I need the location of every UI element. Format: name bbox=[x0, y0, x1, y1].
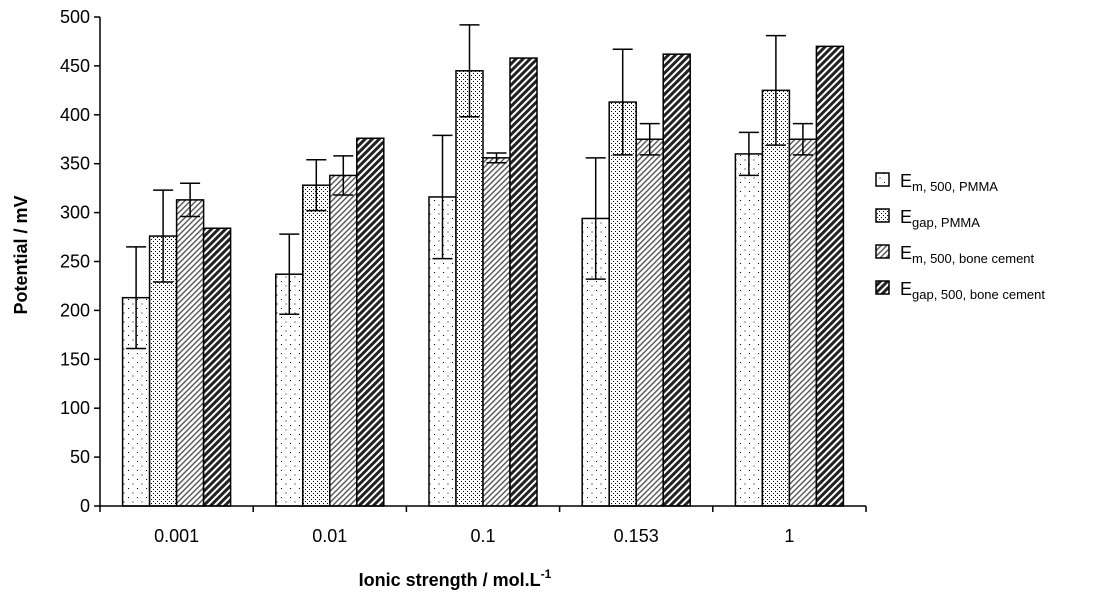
y-tick-label: 350 bbox=[60, 154, 90, 174]
legend-label-main: E bbox=[900, 171, 912, 191]
y-tick-label: 150 bbox=[60, 349, 90, 369]
error-bars-group bbox=[126, 24, 813, 350]
bar bbox=[662, 53, 691, 507]
y-ticks-group: 0 50 100 150 200 250 300 350 400 450 500 bbox=[60, 7, 100, 516]
x-tick-label: 0.01 bbox=[312, 526, 347, 546]
legend-label-main: E bbox=[900, 207, 912, 227]
y-tick-label: 200 bbox=[60, 300, 90, 320]
y-tick-label: 450 bbox=[60, 56, 90, 76]
bar bbox=[202, 227, 232, 507]
bar bbox=[608, 101, 637, 507]
legend-swatch bbox=[875, 280, 890, 295]
bar bbox=[509, 57, 538, 507]
bar bbox=[815, 45, 845, 507]
y-tick-label: 300 bbox=[60, 203, 90, 223]
x-tick-label: 0.1 bbox=[470, 526, 495, 546]
x-tick-label: 1 bbox=[784, 526, 794, 546]
legend-label-subscript: gap, PMMA bbox=[912, 215, 980, 230]
x-axis-title-superscript: -1 bbox=[541, 567, 552, 581]
bar bbox=[635, 138, 664, 507]
bar bbox=[329, 174, 358, 507]
legend-label-main: E bbox=[900, 279, 912, 299]
bar bbox=[482, 157, 511, 507]
legend-label-subscript: gap, 500, bone cement bbox=[912, 287, 1045, 302]
bar bbox=[761, 89, 791, 507]
legend-entry-label: Em, 500, PMMA bbox=[900, 171, 998, 194]
legend-swatch bbox=[875, 244, 890, 259]
y-tick-label: 500 bbox=[60, 7, 90, 27]
bar bbox=[302, 184, 331, 507]
bar bbox=[455, 70, 484, 507]
x-tick-label: 0.001 bbox=[154, 526, 199, 546]
y-tick-label: 100 bbox=[60, 398, 90, 418]
bar bbox=[788, 138, 818, 507]
bars-group bbox=[121, 45, 845, 507]
y-tick-label: 0 bbox=[80, 496, 90, 516]
bar bbox=[734, 153, 764, 507]
legend-label-subscript: m, 500, bone cement bbox=[912, 251, 1035, 266]
legend-label-subscript: m, 500, PMMA bbox=[912, 179, 998, 194]
y-tick-label: 50 bbox=[70, 447, 90, 467]
legend-entry-label: Egap, PMMA bbox=[900, 207, 980, 230]
bar bbox=[175, 199, 205, 507]
bar bbox=[356, 137, 385, 507]
x-axis-title: Ionic strength / mol.L-1 bbox=[359, 567, 552, 590]
legend-entry-label: Em, 500, bone cement bbox=[900, 243, 1035, 266]
legend-swatch bbox=[875, 208, 890, 223]
y-tick-label: 400 bbox=[60, 105, 90, 125]
legend-swatch bbox=[875, 172, 890, 187]
legend-entry-label: Egap, 500, bone cement bbox=[900, 279, 1045, 302]
legend-label-main: E bbox=[900, 243, 912, 263]
y-axis-title: Potential / mV bbox=[11, 195, 31, 314]
x-axis-title-main: Ionic strength / mol.L bbox=[359, 570, 541, 590]
y-tick-label: 250 bbox=[60, 252, 90, 272]
x-ticks-group: 0.001 0.01 0.1 0.153 1 bbox=[99, 506, 867, 546]
x-tick-label: 0.153 bbox=[614, 526, 659, 546]
